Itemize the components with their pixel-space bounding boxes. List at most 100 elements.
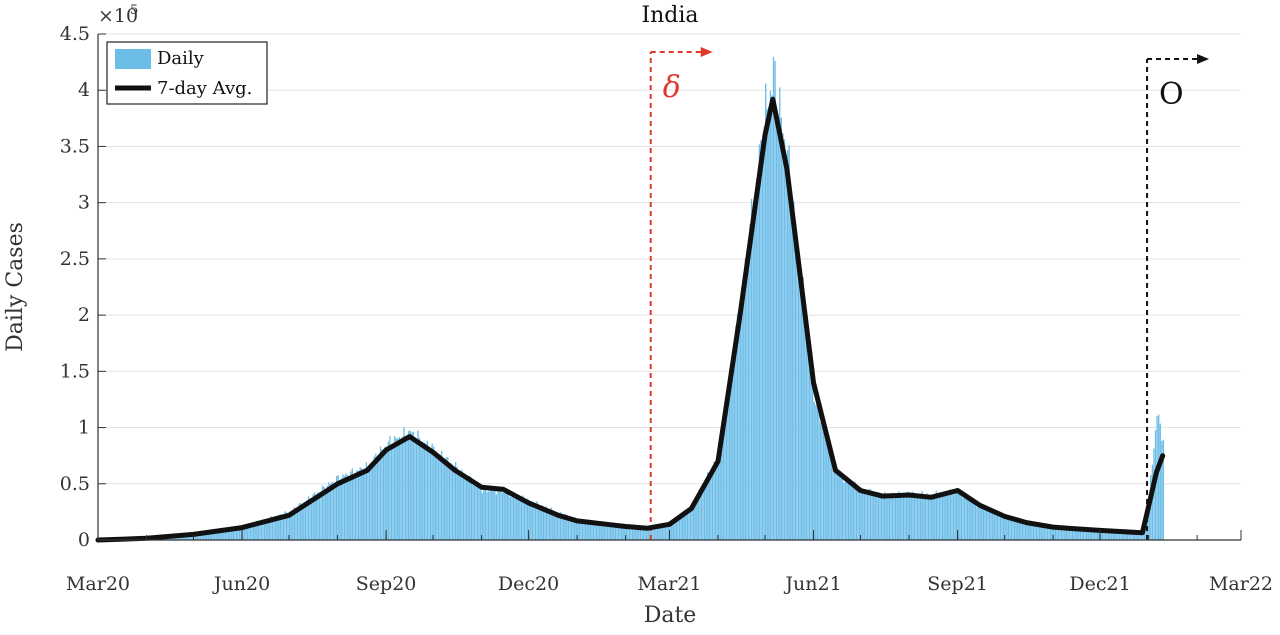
daily-bar (886, 496, 887, 540)
daily-bar (865, 492, 866, 540)
daily-bar (311, 500, 312, 540)
daily-bar (934, 495, 935, 540)
daily-bar (929, 495, 930, 540)
daily-bar (746, 257, 747, 540)
daily-bar (989, 509, 990, 540)
daily-bar (895, 498, 896, 540)
daily-bar (477, 485, 478, 540)
daily-bar (392, 446, 393, 540)
daily-bar (411, 432, 412, 540)
daily-bar (790, 200, 791, 540)
daily-bar (554, 513, 555, 540)
daily-bar (507, 491, 508, 540)
daily-bar (812, 375, 813, 540)
daily-bar (427, 441, 428, 540)
daily-bar (784, 140, 785, 540)
daily-bar (853, 486, 854, 540)
y-tick-label-2: 1 (78, 417, 90, 439)
daily-bar (1160, 424, 1161, 540)
y-exponent-power: 5 (130, 3, 138, 18)
daily-bar (510, 497, 511, 540)
daily-bar (870, 489, 871, 540)
daily-bar (787, 150, 788, 540)
daily-bar (917, 494, 918, 540)
daily-bar (926, 493, 927, 540)
daily-bar (854, 481, 855, 540)
daily-bar (319, 492, 320, 540)
daily-bar (871, 495, 872, 540)
daily-bar (782, 133, 783, 540)
daily-bar (845, 477, 846, 540)
daily-bar (549, 510, 550, 540)
daily-bar (983, 507, 984, 540)
daily-bar (709, 474, 710, 540)
daily-bar (965, 495, 966, 540)
daily-bar (464, 474, 465, 540)
daily-bar (629, 528, 630, 540)
daily-bar (798, 251, 799, 540)
daily-bar (876, 493, 877, 540)
daily-bar (806, 337, 807, 540)
daily-bar (453, 468, 454, 540)
daily-bar (364, 468, 365, 540)
daily-bar (377, 461, 378, 540)
daily-bar (859, 488, 860, 540)
daily-bar (511, 496, 512, 540)
daily-bar (796, 239, 797, 540)
daily-bar (513, 492, 514, 540)
daily-bar (388, 442, 389, 540)
daily-bar (776, 122, 777, 540)
daily-bar (795, 223, 796, 540)
daily-bar (743, 280, 744, 540)
daily-bar (810, 364, 811, 540)
daily-bar (438, 455, 439, 540)
daily-bar (442, 458, 443, 540)
daily-bar (499, 488, 500, 540)
daily-bar (394, 436, 395, 540)
x-tick-label-1: Jun20 (212, 573, 270, 595)
daily-bar (370, 463, 371, 540)
daily-bar (857, 491, 858, 540)
daily-bar (879, 494, 880, 540)
daily-bar (297, 508, 298, 540)
annotation-label-1: O (1159, 77, 1184, 112)
daily-bar (892, 493, 893, 540)
daily-bar (992, 511, 993, 540)
daily-bar (754, 206, 755, 540)
daily-bar (1158, 415, 1159, 540)
daily-bar (904, 496, 905, 540)
daily-bar (987, 507, 988, 540)
daily-bar (391, 446, 392, 540)
x-tick-label-3: Dec20 (498, 573, 559, 595)
daily-bar (862, 490, 863, 540)
axes (98, 34, 1241, 540)
daily-bar (734, 358, 735, 540)
daily-bar (475, 483, 476, 540)
daily-bar (948, 495, 949, 540)
daily-bar (478, 485, 479, 540)
daily-bar (519, 499, 520, 540)
daily-bar (807, 335, 808, 540)
daily-bar (458, 475, 459, 540)
daily-bar (970, 501, 971, 540)
daily-bar (493, 489, 494, 540)
daily-bar (801, 285, 802, 540)
x-axis-title: Date (644, 603, 697, 628)
daily-bar (749, 224, 750, 540)
daily-bar (385, 446, 386, 540)
daily-bar (482, 493, 483, 540)
daily-bar (843, 483, 844, 540)
daily-bar (525, 502, 526, 540)
x-tick-label-0: Mar20 (66, 573, 130, 595)
daily-bar (432, 444, 433, 540)
chart-title: India (641, 3, 698, 28)
daily-bar (696, 500, 697, 540)
daily-bar (825, 432, 826, 540)
daily-bar (439, 455, 440, 540)
daily-bar (964, 494, 965, 540)
daily-bar (405, 436, 406, 540)
daily-bar (441, 451, 442, 540)
daily-bar (359, 467, 360, 540)
daily-bar (920, 494, 921, 540)
daily-bar (840, 471, 841, 540)
